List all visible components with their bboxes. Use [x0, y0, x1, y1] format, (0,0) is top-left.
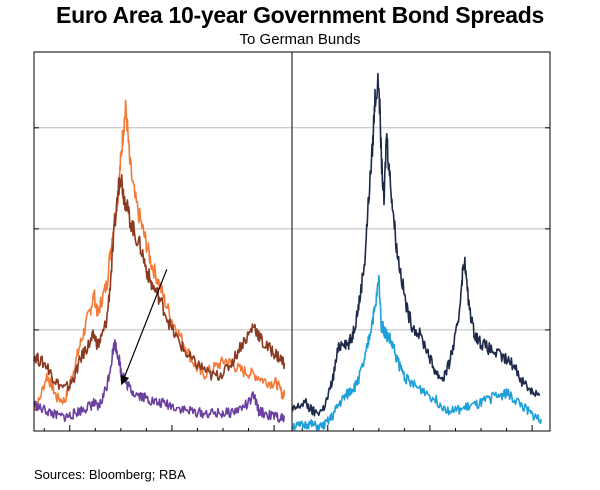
chart-title: Euro Area 10-year Government Bond Spread…: [56, 2, 544, 28]
source-note: Sources: Bloomberg; RBA: [34, 467, 186, 482]
series-line-portugal: [291, 274, 542, 431]
series-line-greece: [291, 72, 541, 417]
series-line-italy: [33, 174, 286, 392]
france-arrow: [120, 269, 168, 386]
series-line-spain: [33, 99, 286, 412]
series-line-france: [33, 339, 286, 423]
chart-subtitle: To German Bunds: [239, 31, 361, 48]
